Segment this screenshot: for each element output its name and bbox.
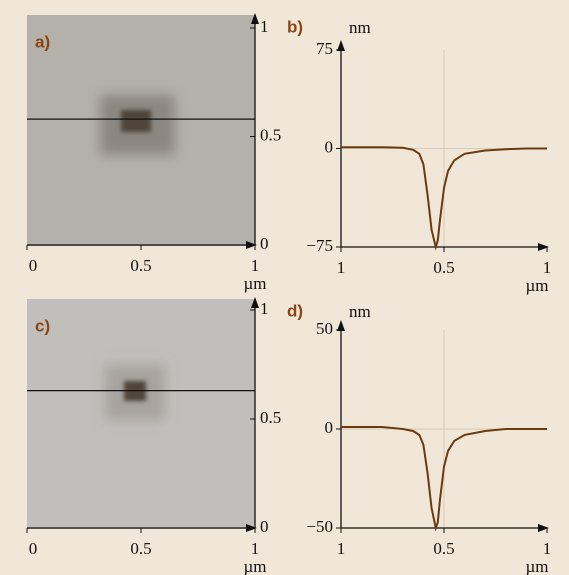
x-tick-label: 0 [29,539,38,558]
x-axis-label: µm [525,557,548,575]
y-axis-label: nm [349,302,371,321]
y-tick-label: 0 [325,137,334,156]
x-tick-label: 0 [29,256,38,275]
x-tick-label: 0.5 [433,258,454,277]
x-tick-label: 0.5 [130,256,151,275]
y-tick-label: 0.5 [260,125,281,144]
afm-feature [121,110,151,132]
x-axis-label: µm [525,276,548,295]
axis-arrow [251,13,259,24]
y-tick-label: 1 [260,17,269,36]
y-tick-label: 0.5 [260,408,281,427]
panel-label: a) [35,32,50,51]
x-tick-label: 1 [543,539,552,558]
panel-label: c) [35,316,50,335]
axis-arrow [538,243,549,251]
y-tick-label: 0 [260,517,269,536]
x-tick-label: 1 [543,258,552,277]
panel-label: d) [287,301,303,320]
y-axis-label: nm [349,18,371,37]
y-tick-label: −75 [306,236,333,255]
profile-curve [341,426,547,532]
x-tick-label: 1 [337,258,346,277]
x-axis-label: µm [243,274,266,293]
y-tick-label: 0 [325,418,334,437]
y-tick-label: 50 [316,319,333,338]
x-tick-label: 0.5 [130,539,151,558]
axis-arrow [337,320,345,331]
y-tick-label: −50 [306,517,333,536]
axis-arrow [337,40,345,51]
x-tick-label: 1 [251,539,260,558]
x-tick-label: 1 [251,256,260,275]
axis-arrow [251,297,259,308]
panel-label: b) [287,17,303,36]
y-tick-label: 75 [316,39,333,58]
y-tick-label: 1 [260,299,269,318]
y-tick-label: 0 [260,234,269,253]
axis-arrow [538,524,549,532]
profile-curve [341,146,547,251]
x-axis-label: µm [243,557,266,575]
x-tick-label: 0.5 [433,539,454,558]
x-tick-label: 1 [337,539,346,558]
